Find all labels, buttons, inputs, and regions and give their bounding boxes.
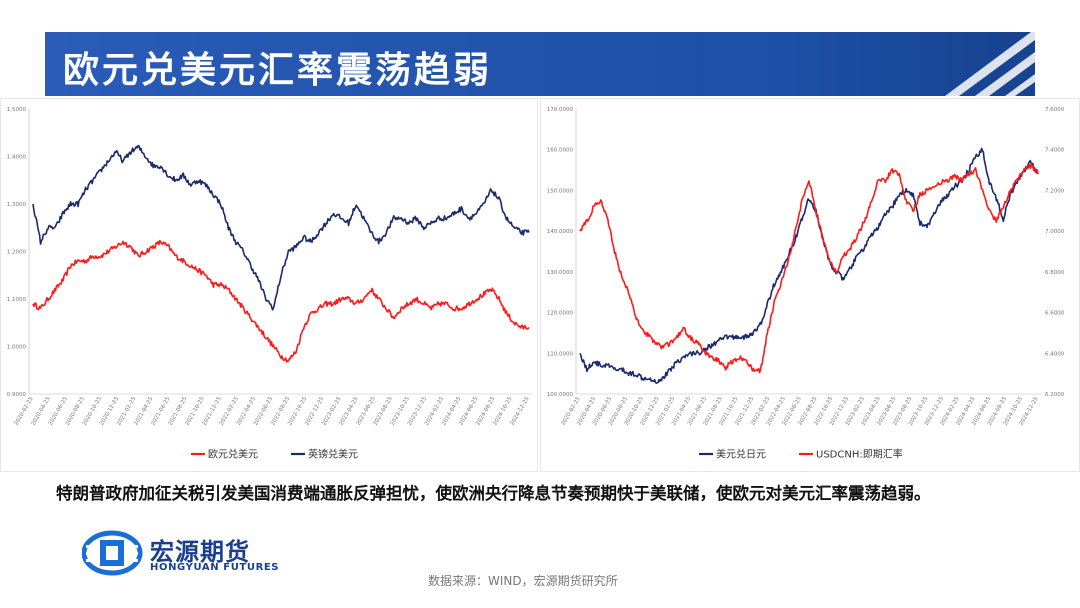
chart-left-svg: 0.9000 1.0000 1.1000 1.2000 1.3000 1.4000 1.50… — [7, 107, 533, 461]
y-tick-label: 1.2000 — [7, 250, 27, 256]
company-logo: 宏源期货 HONGYUAN FUTURES — [82, 530, 322, 578]
y2-tick-label: 7.4000 — [1045, 148, 1065, 154]
chart-right-svg: 100.0000 110.0000 120.0000 130.0000 140.0000… — [547, 107, 1065, 461]
title-bar: 欧元兑美元汇率震荡趋弱 — [45, 32, 1035, 96]
y2-tick-label: 7.6000 — [1045, 107, 1065, 113]
y-tick-label: 1.5000 — [7, 107, 27, 113]
y-tick-label: 150.0000 — [547, 188, 574, 194]
series-line-2 — [32, 144, 530, 311]
legend-label-1: 美元兑日元 — [716, 448, 766, 461]
logo-mark-icon — [82, 530, 143, 576]
y-tick-label: 1.4000 — [7, 155, 27, 161]
y-tick-label: 170.0000 — [547, 107, 574, 113]
y-tick-label: 0.9000 — [7, 392, 27, 398]
source-note: 数据来源：WIND，宏源期货研究所 — [428, 574, 618, 588]
y-tick-label: 1.3000 — [7, 202, 27, 208]
y-tick-label: 120.0000 — [547, 311, 574, 317]
y2-tick-label: 7.0000 — [1045, 229, 1065, 235]
y-tick-label: 1.1000 — [7, 297, 27, 303]
y2-tick-label: 6.8000 — [1045, 270, 1065, 276]
chart-eur-gbp-usd: 0.9000 1.0000 1.1000 1.2000 1.3000 1.4000 1.50… — [0, 98, 538, 472]
y-tick-label: 1.0000 — [7, 345, 27, 351]
y-tick-label: 100.0000 — [547, 392, 574, 398]
series-line-1 — [32, 239, 530, 363]
y-tick-label: 130.0000 — [547, 270, 574, 276]
logo-name-cn: 宏源期货 — [150, 538, 250, 566]
y2-tick-label: 6.4000 — [1045, 351, 1065, 357]
caption-text: 特朗普政府加征关税引发美国消费端通胀反弹担忧，使欧洲央行降息节奏预期快于美联储，… — [55, 484, 931, 503]
legend-label-2: USDCNH:即期汇率 — [816, 448, 903, 461]
y2-tick-label: 7.2000 — [1045, 188, 1065, 194]
chart-usdjpy-usdcnh: 100.0000 110.0000 120.0000 130.0000 140.0000… — [540, 98, 1080, 472]
legend-label-2: 英镑兑美元 — [308, 448, 358, 461]
y-tick-label: 160.0000 — [547, 148, 574, 154]
title-bar-background — [45, 32, 1035, 96]
logo-name-en: HONGYUAN FUTURES — [150, 562, 280, 573]
y2-tick-label: 6.6000 — [1045, 311, 1065, 317]
legend-label-1: 欧元兑美元 — [208, 448, 258, 461]
y-tick-label: 140.0000 — [547, 229, 574, 235]
y-tick-label: 110.0000 — [547, 351, 574, 357]
y2-tick-label: 6.2000 — [1045, 392, 1065, 398]
series-line-2 — [579, 162, 1039, 374]
page-title: 欧元兑美元汇率震荡趋弱 — [63, 49, 493, 91]
